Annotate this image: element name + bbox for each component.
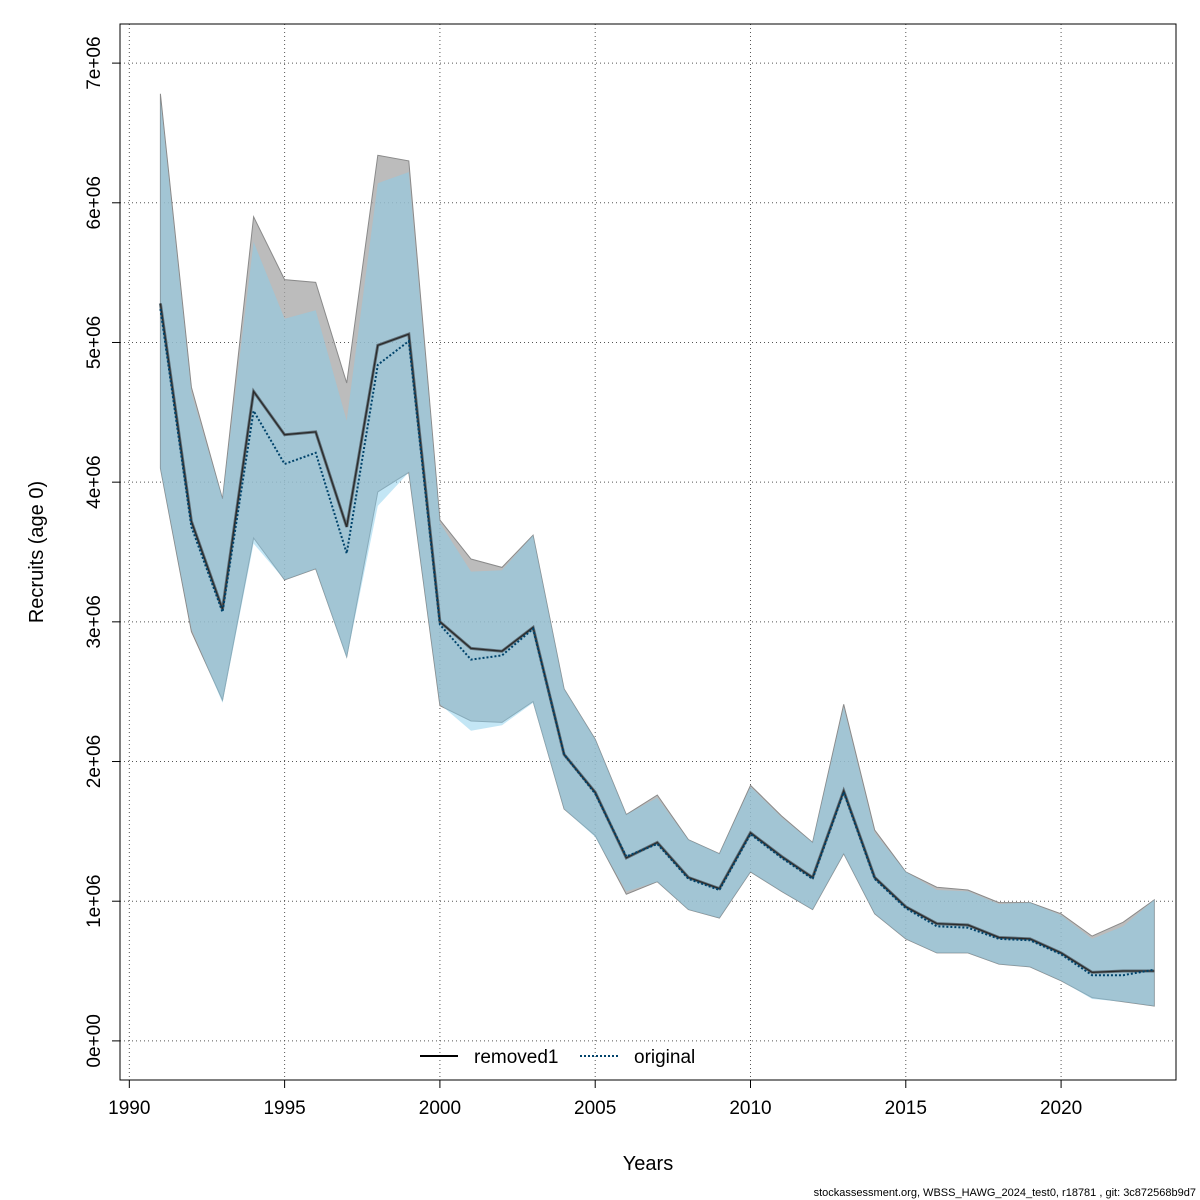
y-axis: 0e+00 1e+06 2e+06 3e+06 4e+06 5e+06 6e+06 7e+06	[84, 36, 120, 1068]
x-tick-label-2010: 2010	[729, 1098, 771, 1119]
line-original	[159, 308, 1155, 977]
footer-text: stockassessment.org, WBSS_HAWG_2024_test…	[814, 1187, 1196, 1199]
legend-label-removed1: removed1	[474, 1047, 559, 1068]
x-tick-label-1995: 1995	[263, 1098, 305, 1119]
y-tick-label-1: 1e+06	[84, 875, 105, 928]
x-tick-label-2005: 2005	[574, 1098, 616, 1119]
y-axis-title: Recruits (age 0)	[26, 481, 48, 623]
y-tick-label-5: 5e+06	[84, 316, 105, 369]
confidence-bands	[159, 93, 1155, 1007]
legend-label-original: original	[634, 1047, 695, 1068]
band-original	[160, 99, 1155, 1006]
y-tick-label-4: 4e+06	[84, 455, 105, 508]
x-tick-label-2015: 2015	[885, 1098, 927, 1119]
legend: removed1 original	[420, 1047, 695, 1068]
y-tick-label-2: 2e+06	[84, 735, 105, 788]
x-tick-label-1990: 1990	[108, 1098, 150, 1119]
x-axis: 1990 1995 2000 2005 2010 2015 2020	[108, 1079, 1082, 1119]
x-axis-title: Years	[623, 1153, 673, 1175]
y-tick-label-6: 6e+06	[84, 176, 105, 229]
x-tick-label-2000: 2000	[419, 1098, 461, 1119]
y-tick-label-0: 0e+00	[84, 1014, 105, 1067]
y-tick-label-3: 3e+06	[84, 595, 105, 648]
line-removed1	[159, 303, 1155, 974]
series-lines	[158, 303, 1155, 977]
y-tick-label-7: 7e+06	[84, 36, 105, 89]
x-tick-label-2020: 2020	[1040, 1098, 1082, 1119]
